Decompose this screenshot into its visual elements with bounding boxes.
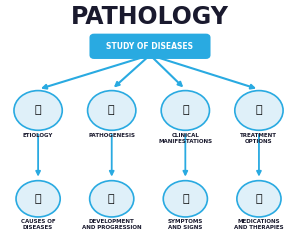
Text: 🔬: 🔬 [35, 106, 41, 116]
Circle shape [163, 181, 207, 217]
Text: 🌡️: 🌡️ [108, 194, 115, 204]
Text: 💊: 💊 [256, 194, 262, 204]
Text: SYMPTOMS
AND SIGNS: SYMPTOMS AND SIGNS [168, 220, 203, 230]
Text: 🌡️: 🌡️ [108, 106, 115, 116]
Text: 🫀: 🫀 [182, 106, 189, 116]
Text: DEVELOPMENT
AND PROGRESSION: DEVELOPMENT AND PROGRESSION [82, 220, 142, 230]
Text: MEDICATIONS
AND THERAPIES: MEDICATIONS AND THERAPIES [234, 220, 284, 230]
FancyBboxPatch shape [91, 35, 209, 58]
Circle shape [16, 181, 60, 217]
Circle shape [237, 181, 281, 217]
Circle shape [90, 181, 134, 217]
Circle shape [161, 90, 209, 130]
Text: 🚽: 🚽 [182, 194, 189, 204]
Text: CAUSES OF
DISEASES: CAUSES OF DISEASES [21, 220, 56, 230]
Text: TREATMENT
OPTIONS: TREATMENT OPTIONS [240, 133, 278, 143]
Circle shape [235, 90, 283, 130]
Text: PATHOGENESIS: PATHOGENESIS [88, 133, 135, 138]
Circle shape [88, 90, 136, 130]
Circle shape [14, 90, 62, 130]
Text: STUDY OF DISEASES: STUDY OF DISEASES [106, 42, 194, 51]
Text: CLINICAL
MANIFESTATIONS: CLINICAL MANIFESTATIONS [158, 133, 212, 143]
Text: 🫁: 🫁 [35, 194, 41, 204]
Text: 🥦: 🥦 [256, 106, 262, 116]
Text: ETIOLOGY: ETIOLOGY [23, 133, 53, 138]
Text: PATHOLOGY: PATHOLOGY [71, 5, 229, 29]
